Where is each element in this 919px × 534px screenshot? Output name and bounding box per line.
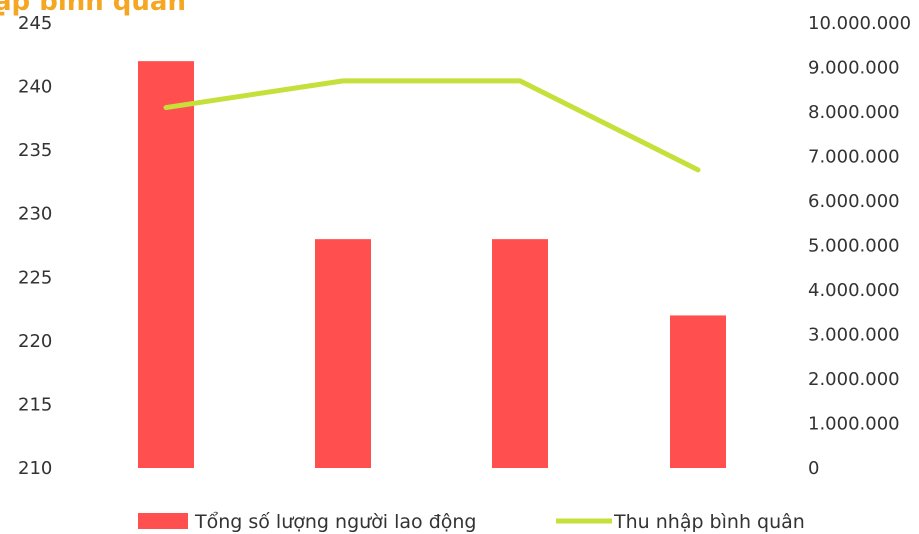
legend-label-line: Thu nhập bình quân	[613, 511, 805, 533]
bar	[315, 239, 371, 468]
right-tick-label: 9.000.000	[808, 58, 900, 79]
right-tick-label: 2.000.000	[808, 369, 900, 390]
income-line	[163, 78, 701, 173]
left-tick-label: 215	[18, 394, 52, 415]
right-tick-label: 3.000.000	[808, 325, 900, 346]
right-tick-label: 0	[808, 458, 819, 479]
left-tick-label: 230	[18, 204, 52, 225]
right-axis: 10.000.000 9.000.000 8.000.000 7.000.000 6.0…	[808, 13, 911, 479]
right-tick-label: 6.000.000	[808, 191, 900, 212]
right-tick-label: 7.000.000	[808, 147, 900, 168]
right-tick-label: 5.000.000	[808, 236, 900, 257]
bar	[492, 239, 548, 468]
legend-label-bar: Tổng số lượng người lao động	[194, 511, 476, 533]
right-tick-label: 4.000.000	[808, 280, 900, 301]
right-tick-label: 1.000.000	[808, 414, 900, 435]
bar	[670, 315, 726, 468]
legend: Tổng số lượng người lao động Thu nhập bì…	[138, 511, 805, 533]
left-tick-label: 245	[18, 13, 52, 34]
chart-title: ập bình quân	[0, 0, 186, 17]
left-tick-label: 220	[18, 331, 52, 352]
legend-swatch-bar	[138, 513, 188, 529]
left-tick-label: 210	[18, 458, 52, 479]
left-tick-label: 235	[18, 140, 52, 161]
left-tick-label: 240	[18, 77, 52, 98]
bar	[138, 61, 194, 469]
line-series	[163, 78, 701, 173]
right-tick-label: 10.000.000	[808, 13, 911, 34]
bar-series	[138, 61, 726, 469]
left-axis: 245 240 235 230 225 220 215 210	[18, 13, 52, 479]
right-tick-label: 8.000.000	[808, 102, 900, 123]
left-tick-label: 225	[18, 267, 52, 288]
